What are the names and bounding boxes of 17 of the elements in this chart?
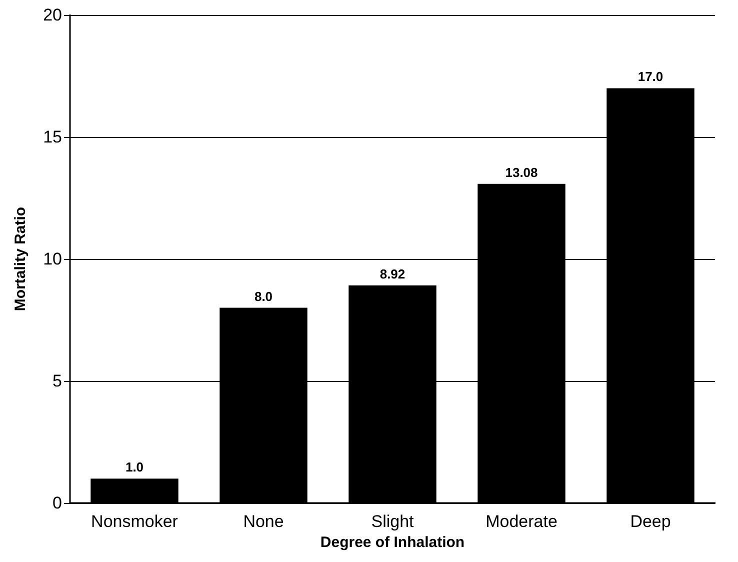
- data-label: 1.0: [125, 460, 144, 475]
- y-tick-label: 10: [43, 250, 62, 268]
- x-tick-label: Deep: [630, 512, 671, 531]
- data-label: 13.08: [505, 164, 538, 180]
- data-label: 8.92: [380, 266, 406, 282]
- y-tick-label: 20: [43, 6, 62, 24]
- data-label: 8.0: [254, 288, 273, 304]
- x-axis-title: Degree of Inhalation: [320, 534, 465, 551]
- x-tick-label: Moderate: [486, 512, 558, 531]
- data-label: 17.0: [638, 69, 664, 84]
- x-tick-label: Slight: [371, 512, 414, 531]
- y-tick-label: 5: [52, 372, 62, 390]
- y-axis-title: Mortality Ratio: [12, 206, 29, 312]
- x-tick-label: None: [243, 512, 284, 531]
- y-tick-label: 0: [52, 494, 62, 512]
- y-tick-label: 15: [43, 128, 62, 146]
- x-tick-label: Nonsmoker: [91, 512, 178, 531]
